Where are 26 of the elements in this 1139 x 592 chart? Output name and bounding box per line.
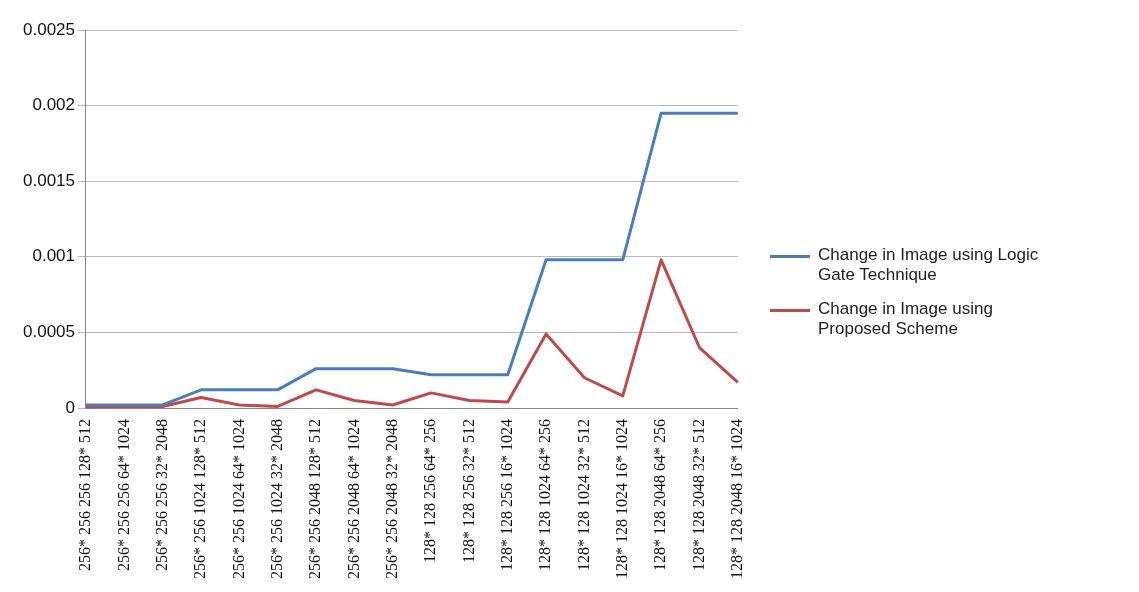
- x-tick-label: 128* 128 2048 32* 512: [689, 419, 707, 571]
- y-tick-label: 0.001: [32, 246, 75, 266]
- x-tick-label: 256* 256 2048 32* 2048: [382, 419, 400, 579]
- legend-label: Change in Image using Proposed Scheme: [818, 299, 994, 339]
- x-tick-label: 128* 128 256 64* 256: [421, 419, 439, 563]
- x-tick-label: 128* 128 1024 32* 512: [574, 419, 592, 571]
- x-tick-label: 128* 128 1024 64* 256: [536, 419, 554, 571]
- x-tick-label: 128* 128 1024 16* 1024: [612, 419, 630, 579]
- x-tick-label: 256* 256 1024 64* 1024: [229, 419, 247, 579]
- x-tick-label: 256* 256 2048 128* 512: [306, 419, 324, 579]
- y-tick-label: 0.0015: [23, 170, 75, 190]
- x-tick-label: 128* 128 2048 64* 256: [651, 419, 669, 571]
- x-tick-label: 256* 256 256 32* 2048: [152, 419, 170, 571]
- x-tick-label: 256* 256 256 64* 1024: [114, 419, 132, 571]
- y-tick-label: 0.0025: [23, 19, 75, 39]
- x-tick-label: 256* 256 2048 64* 1024: [344, 419, 362, 579]
- y-tick-label: 0.0005: [23, 322, 75, 342]
- x-tick-label: 256* 256 1024 128* 512: [191, 419, 209, 579]
- legend-label: Change in Image using Logic Gate Technique: [818, 245, 1040, 285]
- y-tick-label: 0.002: [32, 95, 75, 115]
- y-tick-label: 0: [65, 397, 75, 417]
- x-tick-label: 256* 256 256 128* 512: [76, 419, 94, 571]
- x-tick-label: 128* 128 256 16* 1024: [497, 419, 515, 571]
- x-tick-label: 256* 256 1024 32* 2048: [267, 419, 285, 579]
- x-tick-label: 128* 128 256 32* 512: [459, 419, 477, 563]
- x-tick-label: 128* 128 2048 16* 1024: [728, 419, 745, 579]
